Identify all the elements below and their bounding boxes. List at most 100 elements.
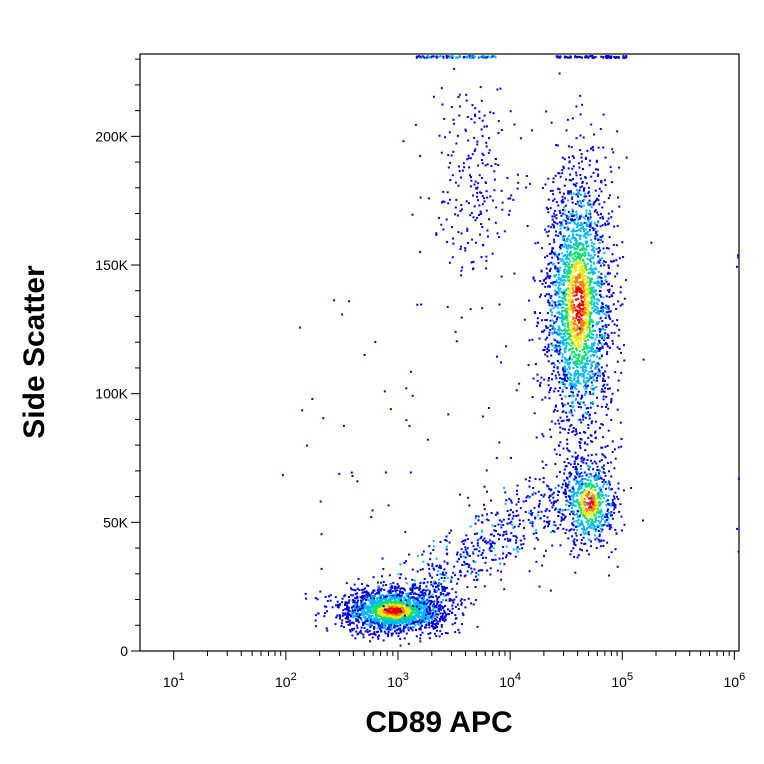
event-dot (558, 172, 561, 175)
event-dot (573, 266, 576, 268)
event-dot (563, 309, 566, 312)
event-dot (575, 398, 578, 400)
event-dot (417, 601, 420, 604)
event-dot (586, 472, 589, 475)
event-dot (599, 357, 602, 360)
event-dot (546, 272, 549, 275)
event-dot (557, 291, 560, 294)
event-dot (360, 601, 363, 604)
event-dot (531, 338, 534, 341)
event-dot (579, 345, 582, 347)
event-dot (611, 320, 614, 323)
event-dot (601, 325, 604, 328)
event-dot (553, 363, 556, 366)
event-dot (395, 632, 398, 635)
event-dot (388, 621, 391, 624)
event-dot (553, 253, 556, 256)
event-dot (607, 212, 610, 215)
event-dot (356, 599, 359, 602)
event-dot (362, 623, 364, 626)
event-dot (407, 595, 410, 598)
event-dot (365, 597, 368, 600)
event-dot (568, 179, 571, 181)
event-dot (366, 607, 369, 610)
event-dot (376, 627, 379, 630)
event-dot (608, 574, 611, 577)
event-dot (562, 276, 565, 279)
event-dot (389, 586, 392, 589)
event-dot (430, 615, 433, 618)
event-dot (596, 524, 599, 527)
event-dot (583, 298, 586, 301)
event-dot (369, 619, 372, 622)
event-dot (584, 158, 587, 160)
event-dot (418, 596, 421, 599)
event-dot (412, 608, 415, 611)
event-dot (581, 349, 584, 351)
event-dot (604, 494, 607, 497)
event-dot (406, 612, 409, 615)
event-dot (611, 210, 614, 213)
event-dot (356, 587, 359, 590)
event-dot (377, 601, 380, 604)
event-dot (588, 258, 591, 261)
event-dot (486, 229, 489, 232)
event-dot (559, 316, 561, 319)
event-dot (576, 494, 579, 497)
event-dot (591, 462, 594, 465)
event-dot (600, 423, 603, 425)
event-dot (603, 343, 606, 346)
event-dot (580, 509, 582, 512)
event-dot (580, 438, 583, 441)
event-dot (582, 331, 584, 334)
event-dot (578, 307, 581, 310)
event-dot (604, 222, 606, 225)
event-dot (554, 284, 557, 287)
event-dot (570, 353, 573, 356)
event-dot (305, 597, 308, 600)
event-dot (546, 348, 549, 350)
event-dot (580, 156, 583, 159)
event-dot (402, 600, 405, 603)
event-dot (611, 392, 614, 395)
event-dot (472, 603, 475, 606)
event-dot (416, 622, 419, 625)
event-dot (610, 181, 613, 184)
event-dot (566, 271, 569, 274)
event-dot (597, 364, 600, 367)
event-dot (581, 358, 584, 361)
event-dot (336, 614, 339, 617)
event-dot (378, 618, 381, 621)
event-dot (613, 503, 616, 506)
event-dot (606, 289, 609, 292)
event-dot (367, 604, 370, 607)
event-dot (558, 444, 561, 447)
event-dot (404, 624, 406, 627)
event-dot (435, 622, 438, 625)
event-dot (618, 166, 621, 169)
event-dot (581, 481, 584, 483)
event-dot (610, 170, 613, 173)
event-dot (623, 359, 626, 362)
event-dot (578, 291, 581, 293)
event-dot (381, 618, 384, 621)
event-dot (569, 290, 572, 292)
event-dot (607, 222, 610, 225)
event-dot (569, 502, 572, 505)
event-dot (568, 306, 571, 309)
event-dot (472, 194, 474, 197)
event-dot (553, 448, 556, 451)
event-dot (611, 517, 614, 520)
event-dot (591, 520, 594, 523)
event-dot (390, 632, 393, 635)
event-dot (588, 287, 591, 290)
event-dot (576, 305, 579, 308)
event-dot (544, 319, 547, 321)
event-dot (544, 228, 547, 231)
event-dot (597, 496, 600, 499)
event-dot (589, 374, 591, 377)
event-dot (601, 311, 604, 314)
event-dot (314, 625, 317, 628)
event-dot (584, 404, 587, 407)
event-dot (568, 279, 571, 282)
